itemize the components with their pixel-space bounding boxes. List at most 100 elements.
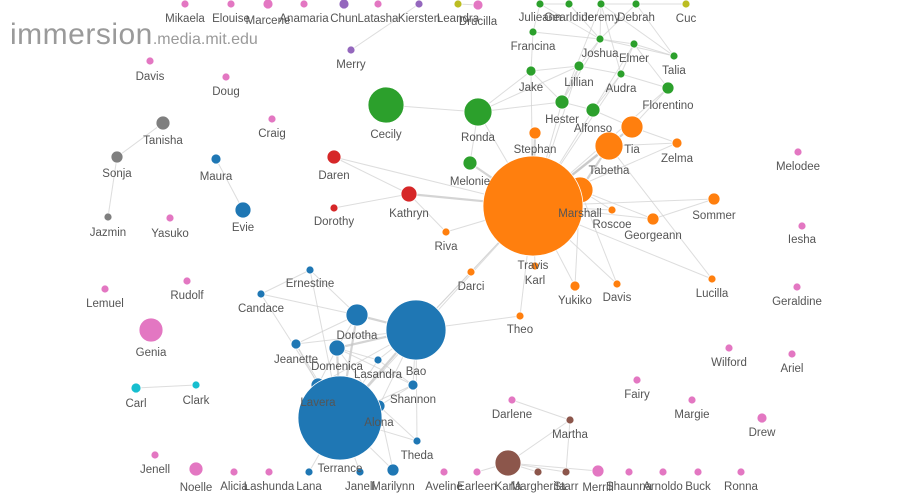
node-label-starr[interactable]: Starr	[554, 481, 579, 493]
node-audra[interactable]	[616, 69, 626, 79]
node-label-margherita[interactable]: Margherita	[511, 481, 567, 493]
node-theda[interactable]	[412, 436, 422, 446]
node-melodee[interactable]	[793, 147, 803, 157]
node-label-karl[interactable]: Karl	[525, 275, 545, 287]
node-iesha[interactable]	[797, 221, 807, 231]
node-ronna[interactable]	[736, 467, 746, 477]
node-talia[interactable]	[669, 51, 679, 61]
node-label-alicia[interactable]: Alicia	[220, 481, 248, 493]
node-florentino[interactable]	[661, 81, 675, 95]
node-label-domenica[interactable]: Domenica	[311, 361, 363, 373]
node-label-stephan[interactable]: Stephan	[514, 144, 557, 156]
node-joshua[interactable]	[595, 34, 605, 44]
node-label-ronna[interactable]: Ronna	[724, 481, 758, 493]
node-elouise[interactable]	[226, 0, 236, 9]
node-label-lemuel[interactable]: Lemuel	[86, 298, 124, 310]
node-label-melonie[interactable]: Melonie	[450, 176, 490, 188]
node-label-cecily[interactable]: Cecily	[370, 129, 402, 141]
node-label-jeanette[interactable]: Jeanette	[274, 354, 318, 366]
node-lillian[interactable]	[573, 60, 585, 72]
node-label-lana[interactable]: Lana	[296, 481, 322, 493]
node-doug[interactable]	[221, 72, 231, 82]
node-label-geraldine[interactable]: Geraldine	[772, 296, 822, 308]
node-label-francina[interactable]: Francina	[511, 41, 556, 53]
node-label-jake[interactable]: Jake	[519, 82, 543, 94]
node-label-kiersten[interactable]: Kiersten	[398, 13, 440, 25]
node-label-wilford[interactable]: Wilford	[711, 357, 747, 369]
node-label-candace[interactable]: Candace	[238, 303, 284, 315]
node-craig[interactable]	[267, 114, 277, 124]
node-kiersten[interactable]	[414, 0, 424, 9]
node-label-zelma[interactable]: Zelma	[661, 153, 694, 165]
node-zelma[interactable]	[671, 137, 683, 149]
node-dorotha[interactable]	[345, 303, 369, 327]
node-candace[interactable]	[256, 289, 266, 299]
node-anamaria[interactable]	[299, 0, 309, 9]
node-label-travis[interactable]: Travis	[518, 260, 549, 272]
node-label-earleen[interactable]: Earleen	[457, 481, 497, 493]
node-leandra[interactable]	[453, 0, 463, 9]
node-label-darlene[interactable]: Darlene	[492, 409, 532, 421]
node-label-genia[interactable]: Genia	[136, 347, 167, 359]
node-label-yukiko[interactable]: Yukiko	[558, 295, 592, 307]
node-label-lucilla[interactable]: Lucilla	[696, 288, 729, 300]
node-label-theda[interactable]: Theda	[401, 450, 434, 462]
node-georgeann[interactable]	[646, 212, 660, 226]
node-label-melodee[interactable]: Melodee	[776, 161, 820, 173]
node-davis2[interactable]	[612, 279, 622, 289]
node-label-drew[interactable]: Drew	[749, 427, 777, 439]
node-geraldine[interactable]	[792, 282, 802, 292]
node-label-marilynn[interactable]: Marilynn	[371, 481, 414, 493]
node-marcene[interactable]	[262, 0, 274, 10]
node-drucilla[interactable]	[472, 0, 484, 11]
node-hester[interactable]	[554, 94, 570, 110]
node-label-leandra[interactable]: Leandra	[437, 13, 480, 25]
node-kathryn[interactable]	[400, 185, 418, 203]
node-label-sonja[interactable]: Sonja	[102, 168, 132, 180]
node-label-kathryn[interactable]: Kathryn	[389, 208, 429, 220]
node-jenell[interactable]	[150, 450, 160, 460]
node-label-dorotha[interactable]: Dorotha	[337, 330, 379, 342]
node-julieann[interactable]	[535, 0, 545, 9]
node-carl[interactable]	[130, 382, 142, 394]
node-tabetha[interactable]	[594, 131, 624, 161]
node-merrill[interactable]	[591, 464, 605, 478]
node-label-julieann[interactable]: Julieann	[519, 12, 562, 24]
node-label-sommer[interactable]: Sommer	[692, 210, 736, 222]
node-lana[interactable]	[304, 467, 314, 477]
node-melonie[interactable]	[462, 155, 478, 171]
node-jeremy[interactable]	[596, 0, 606, 9]
node-aveline[interactable]	[439, 467, 449, 477]
node-stephan[interactable]	[528, 126, 542, 140]
node-label-lillian[interactable]: Lillian	[564, 77, 593, 89]
node-label-ronda[interactable]: Ronda	[461, 132, 495, 144]
node-lashunda[interactable]	[264, 467, 274, 477]
node-roscoe[interactable]	[607, 205, 617, 215]
node-cecily[interactable]	[367, 86, 405, 124]
node-margie[interactable]	[687, 395, 697, 405]
node-lemuel[interactable]	[100, 284, 110, 294]
node-genia[interactable]	[138, 317, 164, 343]
node-label-buck[interactable]: Buck	[685, 481, 711, 493]
node-karl[interactable]	[530, 261, 540, 271]
node-label-dorothy[interactable]: Dorothy	[314, 216, 355, 228]
node-marilynn[interactable]	[386, 463, 400, 477]
node-tanisha[interactable]	[155, 115, 171, 131]
node-label-rudolf[interactable]: Rudolf	[170, 290, 204, 302]
node-label-merry[interactable]: Merry	[336, 59, 366, 71]
node-dorothy[interactable]	[329, 203, 339, 213]
node-label-carl[interactable]: Carl	[125, 398, 146, 410]
node-davis1[interactable]	[145, 56, 155, 66]
node-karla[interactable]	[494, 449, 522, 477]
node-label-ariel[interactable]: Ariel	[780, 363, 803, 375]
node-domenica[interactable]	[328, 339, 346, 357]
node-martha[interactable]	[565, 415, 575, 425]
node-label-karla[interactable]: Karla	[495, 481, 522, 493]
node-label-talia[interactable]: Talia	[662, 65, 686, 77]
node-label-elouise[interactable]: Elouise	[212, 13, 250, 25]
node-terrance[interactable]	[297, 375, 383, 461]
node-label-tia[interactable]: Tia	[624, 144, 640, 156]
node-label-alona[interactable]: Alona	[364, 417, 394, 429]
node-label-tanisha[interactable]: Tanisha	[143, 135, 183, 147]
node-buck[interactable]	[693, 467, 703, 477]
